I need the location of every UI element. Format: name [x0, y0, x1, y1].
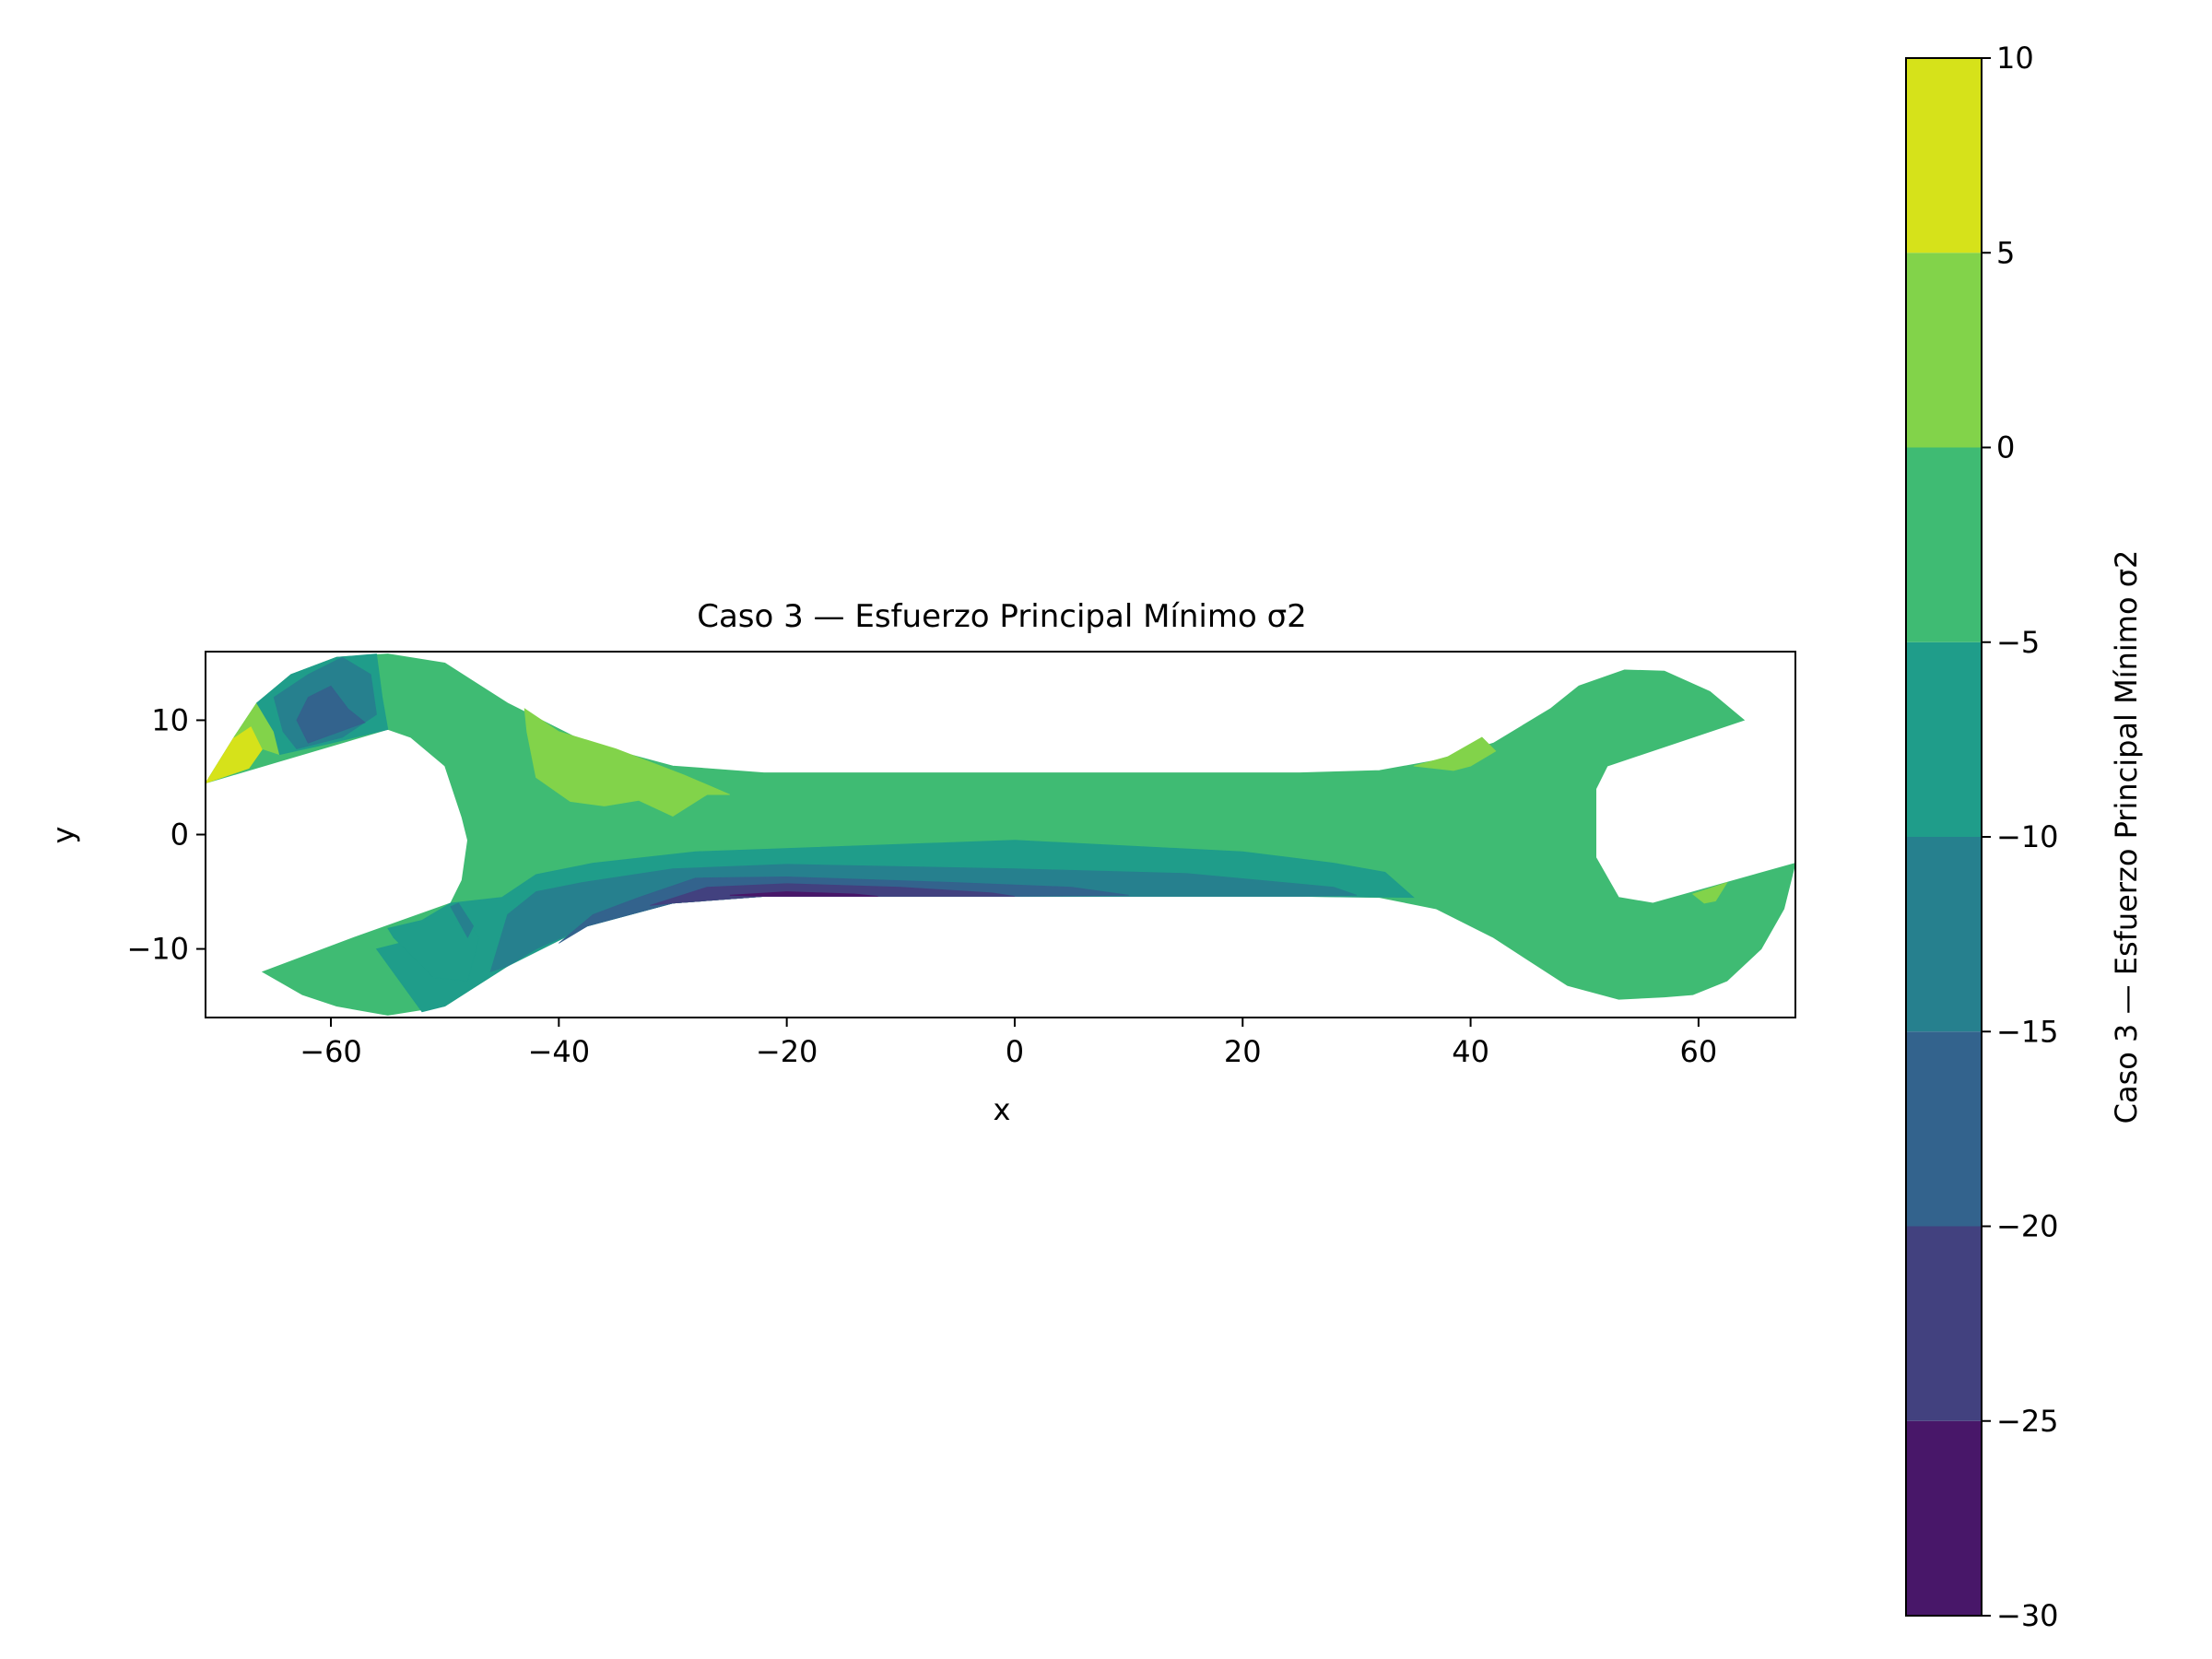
colorbar-tick-label: 5: [1996, 235, 2015, 270]
plot-area: [206, 653, 1795, 1016]
x-tick-label: −20: [756, 1034, 818, 1069]
contour-region-6: [524, 708, 730, 818]
colorbar-tick-label: −15: [1996, 1014, 2059, 1049]
contour-region-0: [206, 653, 1795, 1016]
x-tick-label: 40: [1452, 1034, 1489, 1069]
contour-region-8: [1691, 881, 1728, 904]
y-tick-label: −10: [126, 932, 189, 967]
colorbar-segment: [1906, 1031, 1982, 1227]
chart-title: Caso 3 — Esfuerzo Principal Mínimo σ2: [697, 598, 1307, 635]
colorbar-tick-label: −5: [1996, 625, 2040, 660]
colorbar-label: Caso 3 — Esfuerzo Principal Mínimo σ2: [2109, 550, 2144, 1124]
x-tick-label: −60: [300, 1034, 362, 1069]
x-tick-label: 60: [1680, 1034, 1718, 1069]
y-axis-label: y: [46, 827, 81, 844]
contour-region-13: [296, 685, 366, 744]
x-axis-label: x: [994, 1092, 1011, 1127]
colorbar-tick-label: −25: [1996, 1404, 2059, 1439]
colorbar-tick-label: −10: [1996, 819, 2059, 854]
contour-region-14: [387, 902, 480, 982]
colorbar-segment: [1906, 837, 1982, 1032]
colorbar-tick-label: 10: [1996, 41, 2034, 76]
colorbar-segment: [1906, 58, 1982, 253]
colorbar: [1906, 58, 1982, 1616]
colorbar-segment: [1906, 253, 1982, 448]
contour-region-2: [489, 864, 1358, 973]
x-tick-label: −40: [528, 1034, 591, 1069]
colorbar-segment: [1906, 1226, 1982, 1421]
contour-region-7: [1413, 736, 1497, 771]
y-axis: 10 0 −10: [126, 702, 206, 967]
colorbar-axis: −30 −25 −20 −15 −10 −5 0 5 10: [1982, 41, 2059, 1633]
colorbar-tick-label: −20: [1996, 1209, 2059, 1244]
x-tick-label: 0: [1006, 1034, 1024, 1069]
colorbar-segment: [1906, 1420, 1982, 1616]
x-axis: −60 −40 −20 0 20 40 60: [300, 1018, 1717, 1069]
colorbar-segment: [1906, 641, 1982, 837]
contour-region-15: [450, 902, 475, 939]
colorbar-tick-label: −30: [1996, 1598, 2059, 1633]
x-tick-label: 20: [1224, 1034, 1262, 1069]
colorbar-segment: [1906, 447, 1982, 642]
colorbar-tick-label: 0: [1996, 430, 2015, 465]
contour-region-5: [729, 891, 878, 897]
y-tick-label: 10: [151, 702, 189, 737]
y-tick-label: 0: [171, 818, 189, 853]
